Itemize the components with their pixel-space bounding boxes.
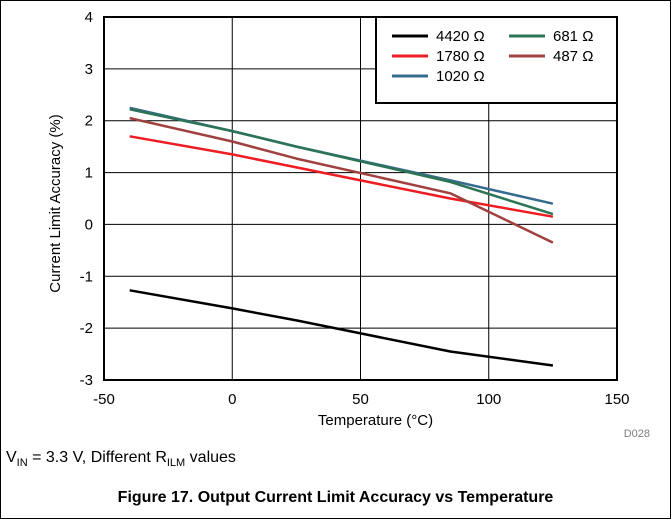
series-line [129,108,554,216]
legend-label: 1780 Ω [436,48,485,65]
y-tick-label: -1 [80,268,93,285]
y-tick-label: -2 [80,320,93,337]
y-tick-label: 0 [85,216,93,233]
x-tick-label: 150 [604,391,629,408]
y-tick-label: -3 [80,372,93,389]
legend-label: 4420 Ω [436,28,485,45]
y-axis-title: Current Limit Accuracy (%) [47,114,64,292]
legend-label: 487 Ω [553,48,593,65]
plot-area [103,16,618,381]
legend-label: 1020 Ω [436,68,485,85]
y-tick-label: 4 [85,9,93,26]
y-tick-label: 3 [85,61,93,78]
chart-id: D028 [624,428,650,440]
series-line [129,116,554,244]
y-tick-label: 1 [85,165,93,182]
series-lines [129,106,554,367]
y-tick-label: 2 [85,113,93,130]
x-tick-label: -50 [93,391,115,408]
legend-label: 681 Ω [553,28,593,45]
test-conditions: VIN = 3.3 V, Different RILM values [6,449,236,469]
series-line [129,135,554,218]
legend: 4420 Ω 1780 Ω 1020 Ω 681 Ω 487 Ω [375,16,618,104]
x-tick-label: 50 [352,391,369,408]
x-tick-label: 100 [476,391,501,408]
x-axis-title: Temperature (°C) [318,412,433,429]
series-line [129,289,554,367]
x-tick-label: 0 [228,391,236,408]
tick-labels: -50 0 50 100 150 -3 -2 -1 0 1 2 3 4 [80,9,630,408]
conditions-text: = 3.3 V, Different R [27,449,167,466]
legend-box [375,16,618,104]
vin-symbol: V [6,449,17,466]
figure-caption: Figure 17. Output Current Limit Accuracy… [117,489,554,506]
conditions-tail: values [185,449,236,466]
rilm-subscript: ILM [166,457,186,470]
vin-subscript: IN [16,457,28,470]
